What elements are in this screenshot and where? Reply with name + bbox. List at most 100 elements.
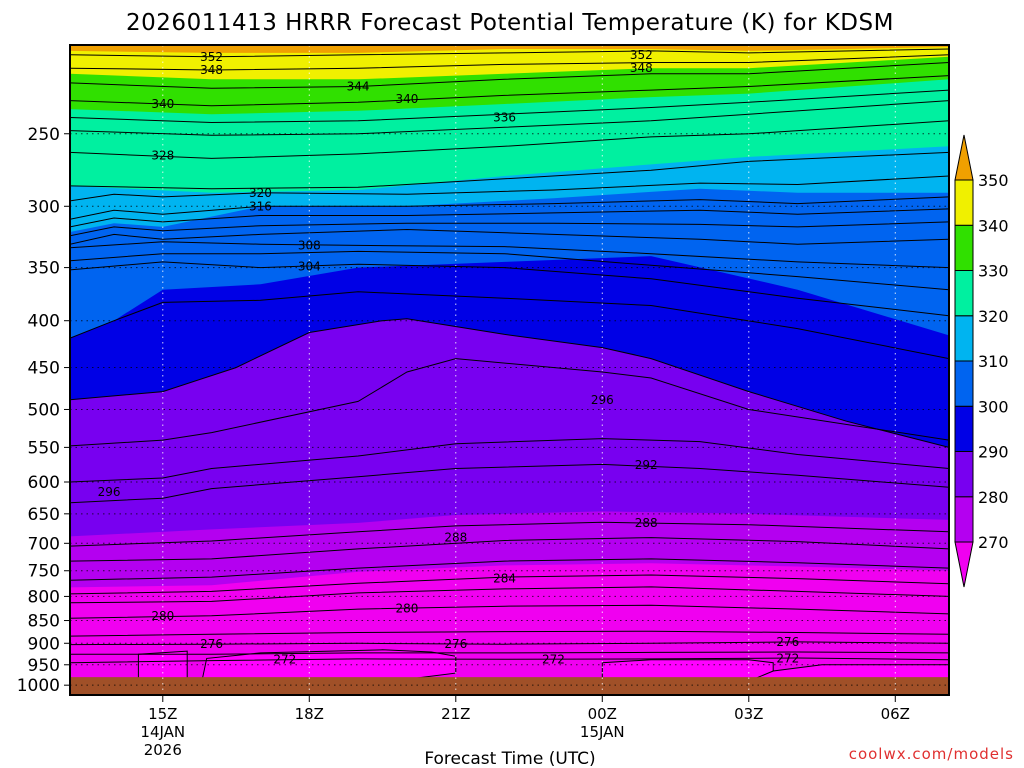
contour-276	[70, 641, 949, 646]
contour-label-344: 344	[347, 80, 370, 94]
colorbar-label-300: 300	[978, 397, 1009, 416]
contour-308	[70, 241, 949, 269]
contour-label-272: 272	[273, 653, 296, 667]
contour-label-336: 336	[493, 111, 516, 125]
colorbar-label-350: 350	[978, 171, 1009, 190]
colorbar-low-arrow	[954, 541, 974, 588]
contour-label-288: 288	[635, 516, 658, 530]
contour-328	[70, 120, 949, 159]
contour-314	[70, 208, 949, 228]
contour-label-348: 348	[630, 61, 653, 75]
contour-282	[70, 586, 949, 604]
plot-frame	[69, 44, 950, 696]
y-tick-label-950: 950	[28, 656, 60, 676]
colorbar-bin-270	[954, 496, 974, 543]
cold-pocket-1	[201, 649, 457, 682]
contour-286	[70, 558, 949, 581]
ground-fill	[70, 677, 949, 695]
y-tick-label-300: 300	[28, 197, 60, 217]
contour-340	[70, 75, 949, 107]
contour-292	[70, 463, 949, 504]
contour-label-320: 320	[249, 186, 272, 200]
x-tick-label-21Z: 21Z	[441, 705, 470, 723]
contour-296	[70, 358, 949, 447]
x-tick-label-03Z: 03Z	[734, 705, 763, 723]
contour-label-284: 284	[493, 572, 516, 586]
colorbar-bin-340	[954, 179, 974, 226]
contour-label-276: 276	[200, 637, 223, 651]
contour-label-292: 292	[635, 458, 658, 472]
colorbar-bin-290	[954, 405, 974, 452]
y-tick-label-800: 800	[28, 587, 60, 607]
colorbar-bin-280	[954, 451, 974, 498]
isentrope-contours	[70, 48, 949, 664]
y-tick-label-500: 500	[28, 400, 60, 420]
colorbar-bin-300	[954, 360, 974, 407]
colorbar-label-310: 310	[978, 352, 1009, 371]
contour-312	[70, 221, 949, 237]
contour-272	[70, 657, 949, 664]
y-tick-label-1000: 1000	[17, 676, 60, 696]
y-tick-label-250: 250	[28, 125, 60, 145]
colorbar-label-320: 320	[978, 307, 1009, 326]
x-tick-label-06Z: 06Z	[881, 705, 910, 723]
colorbar-label-330: 330	[978, 262, 1009, 281]
y-tick-label-700: 700	[28, 534, 60, 554]
x-tick-label-15Z: 15Z	[148, 705, 177, 723]
y-tick-label-650: 650	[28, 505, 60, 525]
contour-344	[70, 62, 949, 89]
x-tick-date-15Z: 14JAN	[140, 723, 185, 741]
grid-lines	[70, 45, 949, 695]
contour-290	[70, 521, 949, 547]
contour-label-340: 340	[395, 92, 418, 106]
x-tick-date-00Z: 15JAN	[580, 723, 625, 741]
contour-label-288: 288	[444, 531, 467, 545]
y-tick-label-750: 750	[28, 562, 60, 582]
contour-304	[70, 261, 949, 317]
contour-324	[70, 151, 949, 190]
site-credit: coolwx.com/models	[849, 745, 1014, 763]
colorbar-label-280: 280	[978, 488, 1009, 507]
y-tick-label-900: 900	[28, 634, 60, 654]
x-tick-label-00Z: 00Z	[588, 705, 617, 723]
contour-label-352: 352	[200, 50, 223, 64]
contour-label-304: 304	[298, 259, 321, 273]
contour-label-276: 276	[776, 635, 799, 649]
contour-label-272: 272	[776, 651, 799, 665]
contour-label-272: 272	[542, 652, 565, 666]
ground-layer	[70, 677, 949, 695]
contour-302	[70, 291, 949, 360]
colorbar-high-arrow	[954, 134, 974, 181]
colorbar-label-290: 290	[978, 443, 1009, 462]
contour-label-276: 276	[444, 637, 467, 651]
y-tick-label-550: 550	[28, 438, 60, 458]
colorbar-bin-320	[954, 270, 974, 317]
x-tick-year-15Z: 2026	[144, 741, 182, 759]
colorbar-bin-310	[954, 315, 974, 362]
contour-352	[70, 48, 949, 58]
contour-306	[70, 250, 949, 291]
contour-label-348: 348	[200, 63, 223, 77]
contour-336	[70, 89, 949, 124]
x-axis-label: Forecast Time (UTC)	[424, 749, 595, 768]
contour-label-352: 352	[630, 48, 653, 62]
y-tick-label-400: 400	[28, 312, 60, 332]
contour-288	[70, 537, 949, 562]
y-tick-label-600: 600	[28, 473, 60, 493]
contour-320	[70, 175, 949, 202]
contour-332	[70, 100, 949, 136]
contour-label-328: 328	[151, 148, 174, 162]
contour-label-308: 308	[298, 238, 321, 252]
y-tick-label-450: 450	[28, 359, 60, 379]
y-tick-label-850: 850	[28, 612, 60, 632]
contour-278	[70, 630, 949, 637]
contour-label-340: 340	[151, 97, 174, 111]
contour-310	[70, 228, 949, 245]
colorbar-label-340: 340	[978, 216, 1009, 235]
contour-label-296: 296	[591, 393, 614, 407]
contour-label-280: 280	[151, 609, 174, 623]
contour-348	[70, 54, 949, 71]
